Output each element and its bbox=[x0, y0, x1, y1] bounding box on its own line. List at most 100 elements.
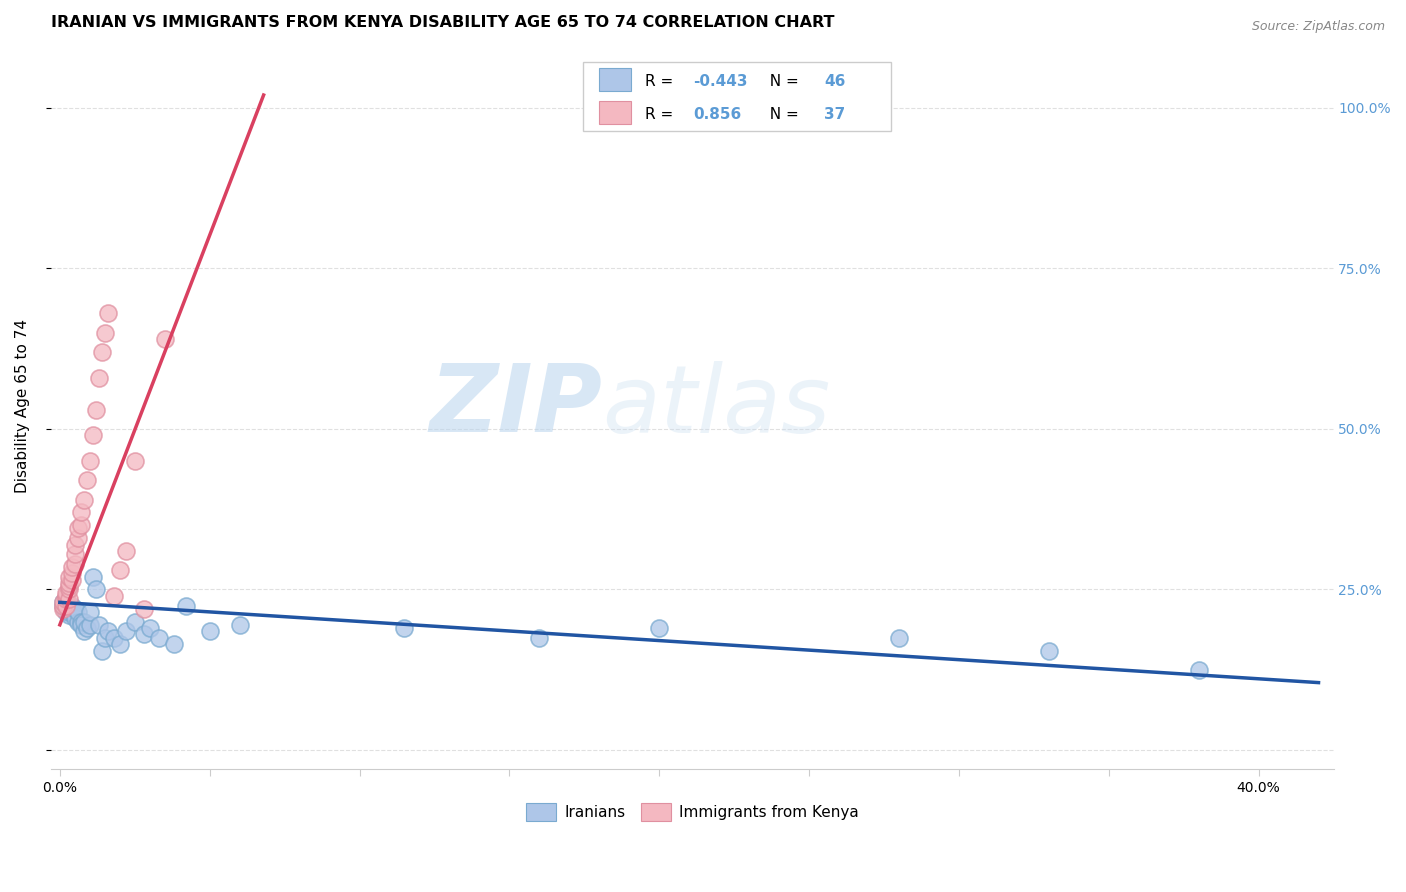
Point bbox=[58, 582, 80, 597]
Point bbox=[60, 566, 83, 581]
Point bbox=[63, 601, 86, 615]
Point bbox=[108, 563, 131, 577]
Point bbox=[90, 643, 112, 657]
Point bbox=[1188, 663, 1211, 677]
Text: R =: R = bbox=[645, 107, 683, 121]
Point bbox=[103, 631, 125, 645]
Text: -0.443: -0.443 bbox=[693, 74, 748, 88]
Point bbox=[73, 624, 96, 639]
Point bbox=[1038, 643, 1060, 657]
Point bbox=[174, 599, 197, 613]
Point bbox=[66, 615, 89, 629]
Legend: Iranians, Immigrants from Kenya: Iranians, Immigrants from Kenya bbox=[520, 797, 865, 827]
Point bbox=[55, 601, 77, 615]
Text: 46: 46 bbox=[824, 74, 845, 88]
Point bbox=[132, 627, 155, 641]
Point bbox=[55, 599, 77, 613]
Point bbox=[94, 326, 117, 340]
Point bbox=[73, 492, 96, 507]
Point bbox=[69, 518, 91, 533]
Point bbox=[76, 621, 98, 635]
Point bbox=[63, 537, 86, 551]
Point bbox=[79, 605, 101, 619]
Point bbox=[60, 601, 83, 615]
Point bbox=[73, 615, 96, 629]
FancyBboxPatch shape bbox=[583, 62, 891, 131]
Text: 37: 37 bbox=[824, 107, 845, 121]
Point bbox=[82, 428, 104, 442]
Point bbox=[97, 306, 120, 320]
Point bbox=[132, 601, 155, 615]
Point bbox=[63, 547, 86, 561]
Point bbox=[66, 521, 89, 535]
Point bbox=[198, 624, 221, 639]
Point bbox=[76, 473, 98, 487]
Point bbox=[124, 615, 146, 629]
Point bbox=[52, 595, 75, 609]
Point bbox=[66, 531, 89, 545]
Point bbox=[66, 605, 89, 619]
Point bbox=[55, 605, 77, 619]
Point bbox=[63, 611, 86, 625]
Y-axis label: Disability Age 65 to 74: Disability Age 65 to 74 bbox=[15, 319, 30, 493]
Point bbox=[55, 589, 77, 603]
Point bbox=[58, 608, 80, 623]
Bar bbox=[599, 101, 631, 124]
Text: atlas: atlas bbox=[602, 361, 831, 452]
Text: Source: ZipAtlas.com: Source: ZipAtlas.com bbox=[1251, 20, 1385, 33]
Point bbox=[63, 557, 86, 571]
Point bbox=[648, 621, 671, 635]
Bar bbox=[599, 68, 631, 91]
Point bbox=[60, 560, 83, 574]
Point bbox=[60, 605, 83, 619]
Point bbox=[84, 402, 107, 417]
Text: IRANIAN VS IMMIGRANTS FROM KENYA DISABILITY AGE 65 TO 74 CORRELATION CHART: IRANIAN VS IMMIGRANTS FROM KENYA DISABIL… bbox=[51, 15, 834, 30]
Point bbox=[52, 599, 75, 613]
Point bbox=[60, 599, 83, 613]
Point bbox=[60, 573, 83, 587]
Point bbox=[94, 631, 117, 645]
Point bbox=[87, 617, 110, 632]
Point bbox=[69, 615, 91, 629]
Point bbox=[52, 601, 75, 615]
Point bbox=[97, 624, 120, 639]
Point bbox=[90, 345, 112, 359]
Text: 0.856: 0.856 bbox=[693, 107, 742, 121]
Point bbox=[87, 370, 110, 384]
Point bbox=[114, 544, 136, 558]
Point bbox=[153, 332, 176, 346]
Point bbox=[58, 569, 80, 583]
Point bbox=[108, 637, 131, 651]
Point bbox=[887, 631, 910, 645]
Point bbox=[79, 617, 101, 632]
Point bbox=[148, 631, 170, 645]
Point bbox=[69, 505, 91, 519]
Point bbox=[79, 454, 101, 468]
Point bbox=[55, 599, 77, 613]
Text: N =: N = bbox=[761, 107, 804, 121]
Point bbox=[394, 621, 416, 635]
Point bbox=[55, 592, 77, 607]
Point bbox=[138, 621, 160, 635]
Point bbox=[58, 592, 80, 607]
Point bbox=[69, 617, 91, 632]
Text: ZIP: ZIP bbox=[429, 360, 602, 452]
Text: N =: N = bbox=[761, 74, 804, 88]
Point bbox=[58, 605, 80, 619]
Point bbox=[103, 589, 125, 603]
Point bbox=[163, 637, 186, 651]
Point bbox=[84, 582, 107, 597]
Point bbox=[58, 576, 80, 591]
Point bbox=[82, 569, 104, 583]
Point bbox=[52, 599, 75, 613]
Point bbox=[114, 624, 136, 639]
Point bbox=[228, 617, 250, 632]
Point bbox=[124, 454, 146, 468]
Point bbox=[58, 579, 80, 593]
Point bbox=[52, 595, 75, 609]
Point bbox=[58, 601, 80, 615]
Point bbox=[55, 585, 77, 599]
Point bbox=[529, 631, 551, 645]
Text: R =: R = bbox=[645, 74, 678, 88]
Point bbox=[63, 608, 86, 623]
